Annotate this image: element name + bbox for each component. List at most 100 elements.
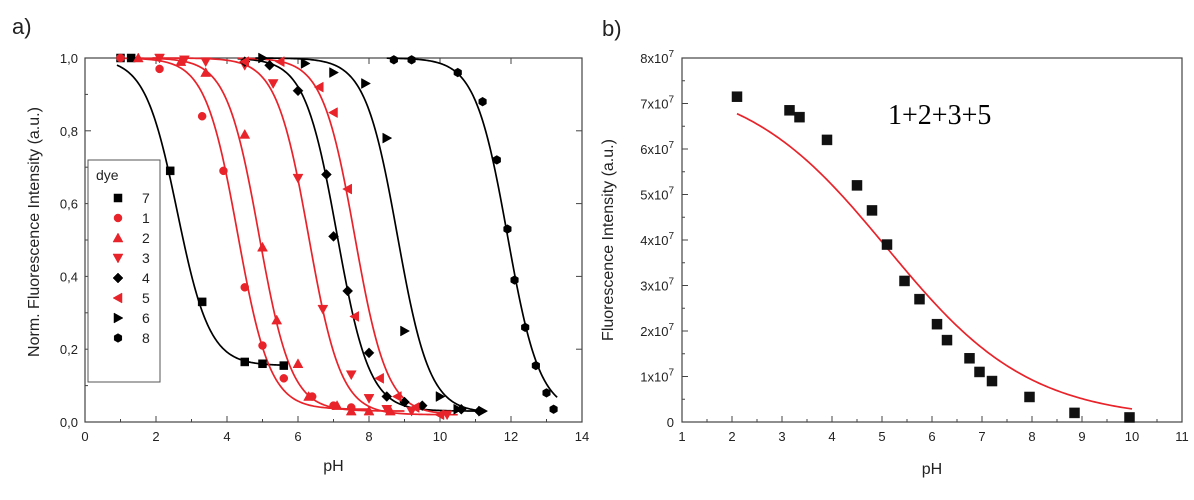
data-point-dye-6 <box>300 58 311 69</box>
legend-marker-dye-6 <box>113 312 124 324</box>
fit-curve-dye-2 <box>131 57 405 412</box>
data-point-dye-3 <box>178 55 190 66</box>
legend-label-dye-1: 1 <box>142 210 150 226</box>
y-tick-label: 1x107 <box>640 368 674 385</box>
legend-label-dye-4: 4 <box>142 270 150 286</box>
x-tick-label: 14 <box>575 429 589 444</box>
data-point-dye-3 <box>363 394 375 404</box>
x-tick-label: 3 <box>778 429 785 444</box>
data-point-dye-8 <box>542 388 551 398</box>
data-point-dye-1 <box>279 374 289 383</box>
data-point <box>974 366 985 378</box>
legend-marker-dye-8 <box>113 333 123 343</box>
data-point <box>899 275 910 287</box>
data-point-dye-4 <box>321 169 332 180</box>
panel-a-label: a) <box>12 14 32 39</box>
x-tick-label: 9 <box>1078 429 1085 444</box>
data-point-dye-5 <box>391 391 402 402</box>
data-point-dye-1 <box>258 341 267 350</box>
x-tick-label: 6 <box>294 429 301 444</box>
data-point-dye-2 <box>239 128 251 139</box>
fit-curve <box>736 112 1133 410</box>
y-tick-label: 1,0 <box>60 51 78 66</box>
data-point-dye-6 <box>382 132 393 144</box>
data-point-dye-3 <box>154 53 165 64</box>
data-point-dye-5 <box>327 107 338 119</box>
data-point-dye-5 <box>434 409 445 421</box>
data-point-dye-4 <box>342 285 354 297</box>
data-point-dye-5 <box>374 372 384 384</box>
data-point-dye-4 <box>264 59 275 71</box>
data-point-dye-7 <box>126 53 136 63</box>
legend-label-dye-2: 2 <box>142 230 150 246</box>
data-point-dye-8 <box>549 404 558 414</box>
data-point-dye-5 <box>313 81 324 93</box>
data-point-dye-6 <box>329 67 340 78</box>
data-point-dye-1 <box>240 283 249 292</box>
x-tick-label: 10 <box>1125 429 1139 444</box>
legend-marker-dye-4 <box>112 272 124 284</box>
x-axis-label: pH <box>922 461 942 478</box>
y-axis-label: Norm. Fluorescence Intensity (a.u.) <box>26 107 43 357</box>
x-tick-label: 8 <box>365 429 372 444</box>
data-point-dye-2 <box>345 405 357 416</box>
legend-marker-dye-3 <box>112 253 124 264</box>
y-tick-label: 0,8 <box>60 124 78 139</box>
data-point-dye-1 <box>219 166 228 176</box>
data-point <box>851 180 863 191</box>
legend-label-dye-3: 3 <box>142 250 150 266</box>
data-point-dye-5 <box>349 311 360 322</box>
x-tick-label: 11 <box>1175 429 1189 444</box>
data-point <box>931 318 943 330</box>
data-point-dye-2 <box>257 241 268 252</box>
x-tick-label: 4 <box>828 429 835 444</box>
data-point-dye-6 <box>435 391 446 402</box>
data-point-dye-8 <box>531 360 540 371</box>
data-point-dye-5 <box>274 56 285 68</box>
fit-curve-dye-5 <box>237 57 451 415</box>
legend-marker-dye-2 <box>112 232 124 243</box>
data-point-dye-2 <box>200 67 212 77</box>
x-tick-label: 8 <box>1028 429 1035 444</box>
data-point-dye-7 <box>165 166 175 176</box>
x-axis-label: pH <box>323 458 343 475</box>
data-point-dye-6 <box>453 403 464 415</box>
data-point-dye-8 <box>510 275 519 285</box>
data-point <box>784 105 795 116</box>
data-point-dye-4 <box>328 231 339 242</box>
y-tick-label: 8x107 <box>640 49 674 66</box>
x-tick-label: 4 <box>223 429 230 444</box>
y-tick-label: 0,6 <box>60 197 78 212</box>
y-tick-label: 3x107 <box>640 277 674 294</box>
data-point-dye-7 <box>240 357 249 367</box>
fit-curve-dye-4 <box>237 57 487 412</box>
data-point <box>964 353 975 364</box>
data-point-dye-1 <box>197 111 207 121</box>
data-point-dye-6 <box>478 405 489 417</box>
legend-marker-dye-7 <box>113 193 123 203</box>
annotation-text: 1+2+3+5 <box>888 100 991 131</box>
data-point <box>1069 407 1080 419</box>
data-point-dye-6 <box>400 325 411 337</box>
data-point-dye-1 <box>155 64 164 74</box>
legend-marker-dye-5 <box>112 292 123 304</box>
data-point-dye-3 <box>267 79 279 89</box>
x-tick-label: 0 <box>81 429 88 444</box>
y-tick-label: 4x107 <box>640 231 674 248</box>
data-point <box>986 375 998 387</box>
data-point <box>794 111 805 123</box>
data-point <box>941 334 953 346</box>
data-point-dye-3 <box>317 304 329 315</box>
y-tick-label: 6x107 <box>640 140 674 157</box>
fit-curve-dye-8 <box>386 57 558 398</box>
data-point-dye-7 <box>279 361 289 370</box>
data-point-dye-8 <box>407 55 416 65</box>
x-tick-label: 1 <box>678 429 685 444</box>
data-point-dye-3 <box>441 410 453 421</box>
legend-label-dye-8: 8 <box>142 330 150 346</box>
data-point-dye-2 <box>363 405 375 416</box>
data-point-dye-8 <box>478 96 487 107</box>
data-point-dye-7 <box>197 297 207 307</box>
